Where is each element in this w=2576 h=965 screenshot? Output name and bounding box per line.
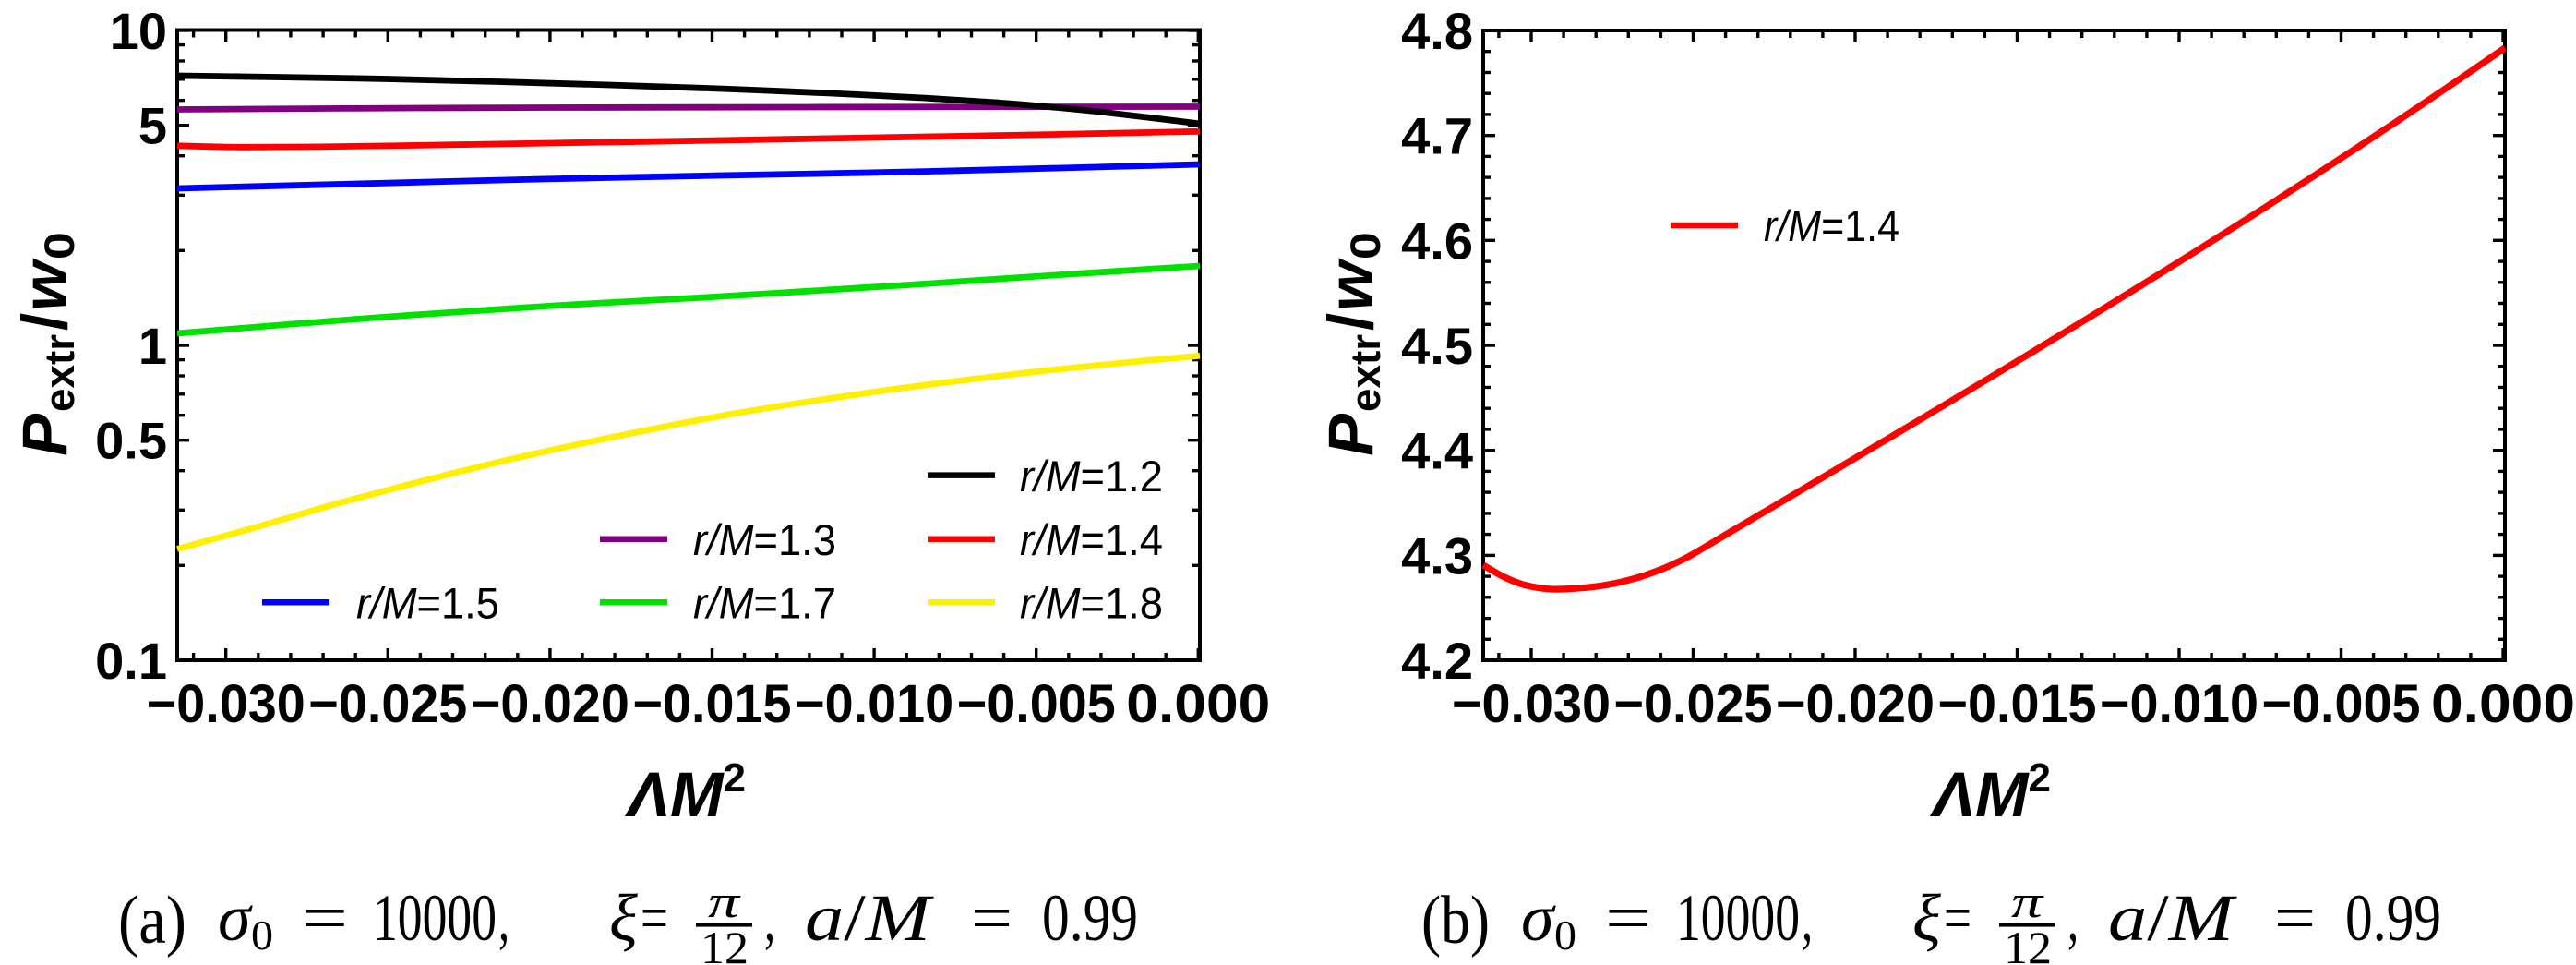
svg-text:,: , <box>1802 881 1813 955</box>
svg-text:4.7: 4.7 <box>1401 107 1473 165</box>
svg-text:0: 0 <box>1554 911 1576 959</box>
svg-text:0.99: 0.99 <box>1042 881 1138 955</box>
svg-text:,: , <box>2067 881 2079 955</box>
svg-text:−0.010: −0.010 <box>795 674 953 734</box>
svg-text:ξ: ξ <box>609 881 638 955</box>
svg-text:−0.030: −0.030 <box>147 674 306 734</box>
svg-text:r/M=1.8: r/M=1.8 <box>1020 579 1163 628</box>
svg-text:−0.015: −0.015 <box>1938 674 2097 734</box>
svg-text:r/M=1.4: r/M=1.4 <box>1764 201 1899 250</box>
svg-text:−0.015: −0.015 <box>633 674 792 734</box>
svg-text:10000: 10000 <box>1676 881 1800 955</box>
svg-text:4.2: 4.2 <box>1401 632 1473 690</box>
svg-text:r/M=1.3: r/M=1.3 <box>693 515 836 564</box>
svg-text:π: π <box>708 875 742 927</box>
svg-text:ξ: ξ <box>1912 881 1941 955</box>
svg-text:10: 10 <box>110 2 167 60</box>
svg-text:0.5: 0.5 <box>95 412 167 470</box>
svg-text:4.3: 4.3 <box>1401 526 1473 585</box>
svg-text:10000: 10000 <box>373 881 497 955</box>
svg-text:−0.020: −0.020 <box>1776 674 1935 734</box>
svg-text:1: 1 <box>138 317 167 375</box>
svg-text:=: = <box>1605 881 1651 955</box>
svg-text:0.99: 0.99 <box>2345 881 2441 955</box>
svg-text:−0.005: −0.005 <box>957 674 1116 734</box>
svg-text:−0.005: −0.005 <box>2262 674 2421 734</box>
svg-text:ΛM2: ΛM2 <box>624 755 746 830</box>
svg-text:12: 12 <box>701 922 749 965</box>
svg-text:−0.030: −0.030 <box>1452 674 1611 734</box>
svg-text:ΛM2: ΛM2 <box>1929 755 2051 830</box>
svg-text:−0.025: −0.025 <box>1614 674 1773 734</box>
svg-text:r/M=1.4: r/M=1.4 <box>1020 515 1163 564</box>
svg-text:−0.020: −0.020 <box>471 674 629 734</box>
svg-text:r/M=1.7: r/M=1.7 <box>693 579 836 628</box>
svg-text:0.000: 0.000 <box>2431 674 2575 734</box>
svg-text:Pextr/w0: Pextr/w0 <box>9 232 83 456</box>
svg-text:σ: σ <box>1521 881 1556 955</box>
svg-text:4.8: 4.8 <box>1401 2 1473 60</box>
svg-text:0.1: 0.1 <box>95 632 167 690</box>
svg-text:a/M: a/M <box>2108 881 2238 955</box>
svg-text:=: = <box>1944 881 1971 955</box>
svg-text:Pextr/w0: Pextr/w0 <box>1315 232 1389 456</box>
svg-text:0.000: 0.000 <box>1126 674 1270 734</box>
svg-text:4.5: 4.5 <box>1401 317 1473 375</box>
svg-text:−0.010: −0.010 <box>2100 674 2258 734</box>
svg-text:,: , <box>498 881 509 955</box>
svg-text:5: 5 <box>138 97 167 155</box>
svg-text:σ: σ <box>218 881 253 955</box>
svg-text:(b): (b) <box>1421 883 1490 959</box>
svg-text:12: 12 <box>2004 922 2052 965</box>
svg-text:=: = <box>641 881 668 955</box>
svg-text:=: = <box>2274 881 2316 955</box>
svg-text:π: π <box>2011 875 2045 927</box>
svg-text:0: 0 <box>251 911 273 959</box>
svg-text:(a): (a) <box>118 883 186 959</box>
svg-text:4.4: 4.4 <box>1401 422 1473 480</box>
svg-text:4.6: 4.6 <box>1401 211 1473 270</box>
svg-text:a/M: a/M <box>805 881 935 955</box>
svg-text:r/M=1.5: r/M=1.5 <box>356 579 499 628</box>
svg-text:=: = <box>302 881 348 955</box>
svg-text:,: , <box>764 881 775 955</box>
svg-text:r/M=1.2: r/M=1.2 <box>1020 452 1163 501</box>
svg-text:=: = <box>971 881 1012 955</box>
svg-text:−0.025: −0.025 <box>308 674 467 734</box>
